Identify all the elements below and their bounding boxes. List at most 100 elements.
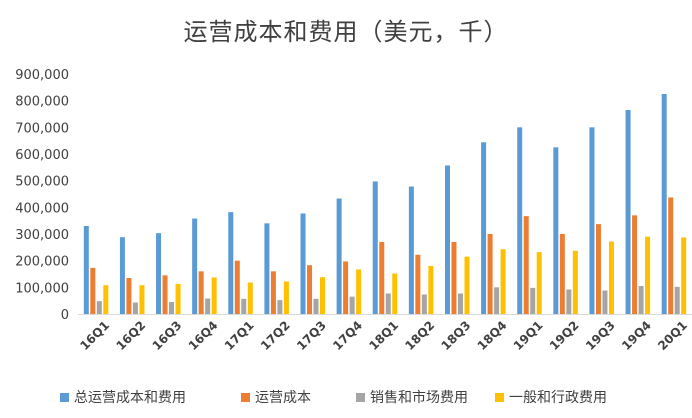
series-3 <box>103 236 687 314</box>
bar <box>566 289 572 314</box>
bar <box>211 277 217 314</box>
bar <box>530 287 536 314</box>
bar <box>481 142 487 314</box>
x-tick-label: 18Q4 <box>475 318 510 353</box>
bar <box>270 271 276 314</box>
x-tick-label: 19Q1 <box>511 318 546 353</box>
legend-label: 总运营成本和费用 <box>74 390 186 406</box>
bar <box>464 256 470 314</box>
bar <box>500 249 506 314</box>
bar <box>241 298 247 314</box>
bar <box>192 218 198 314</box>
bar <box>379 242 385 314</box>
x-tick-label: 16Q2 <box>113 318 148 353</box>
bar <box>156 233 162 314</box>
axes: 0 100,000 200,000 300,000 400,000 500,000 600,… <box>15 68 692 323</box>
bar <box>277 300 283 314</box>
bar <box>559 234 565 314</box>
bar <box>234 260 240 314</box>
y-tick-label: 400,000 <box>15 201 69 216</box>
bar <box>336 198 342 314</box>
x-tick-label: 17Q2 <box>258 318 293 353</box>
x-tick-label: 17Q1 <box>222 318 257 353</box>
series-1 <box>90 197 674 314</box>
bar <box>264 223 270 314</box>
bar <box>487 234 493 314</box>
legend-item: 销售和市场费用 <box>356 389 468 406</box>
bar <box>228 212 234 314</box>
bar <box>572 250 578 314</box>
bar <box>415 254 421 314</box>
x-tick-labels: 16Q1 16Q2 16Q3 16Q4 17Q1 17Q2 17Q3 17Q4 18Q1 18Q2… <box>77 318 690 353</box>
x-tick-label: 17Q4 <box>330 318 365 353</box>
bar <box>126 278 132 314</box>
bar <box>674 286 680 314</box>
chart-title: 运营成本和费用（美元，千） <box>183 18 509 46</box>
bar <box>372 181 378 314</box>
bar <box>608 241 614 314</box>
bar <box>313 298 319 314</box>
bar <box>494 287 500 314</box>
legend-label: 一般和行政费用 <box>509 390 607 406</box>
legend-swatch <box>495 393 504 402</box>
x-tick-label: 16Q4 <box>186 318 221 353</box>
bar <box>523 216 529 314</box>
series-2 <box>96 286 680 314</box>
series-0 <box>83 94 667 314</box>
y-tick-label: 300,000 <box>15 228 69 243</box>
bar <box>408 186 414 314</box>
bar <box>428 266 434 314</box>
y-tick-label: 900,000 <box>15 68 69 83</box>
x-tick-label: 16Q3 <box>150 318 185 353</box>
y-tick-label: 700,000 <box>15 121 69 136</box>
bar <box>205 298 211 314</box>
legend-swatch <box>60 393 69 402</box>
bar <box>356 269 362 314</box>
y-tick-label: 500,000 <box>15 175 69 190</box>
bar <box>444 165 450 314</box>
x-tick-label: 18Q3 <box>439 318 474 353</box>
bar <box>349 296 355 314</box>
legend-label: 销售和市场费用 <box>370 389 468 406</box>
bar <box>602 290 608 314</box>
bar <box>681 237 687 314</box>
bar <box>162 275 168 314</box>
bar <box>132 302 138 314</box>
bar <box>169 302 175 314</box>
bar <box>661 94 667 314</box>
x-tick-label: 16Q1 <box>77 318 112 353</box>
bar <box>83 226 89 314</box>
bar <box>517 127 523 314</box>
y-tick-label: 100,000 <box>15 281 69 296</box>
bar <box>668 197 674 314</box>
bar <box>451 242 457 314</box>
y-tick-label: 600,000 <box>15 148 69 163</box>
y-tick-label: 0 <box>61 308 69 323</box>
x-tick-label: 18Q2 <box>402 318 437 353</box>
bar <box>103 285 109 314</box>
bar <box>536 252 542 314</box>
bar <box>638 286 644 314</box>
x-tick-label: 19Q3 <box>583 318 618 353</box>
bar <box>175 283 181 314</box>
bar <box>198 271 204 314</box>
bar <box>421 294 427 314</box>
bar <box>595 224 601 314</box>
bar <box>300 213 306 314</box>
bar <box>307 265 313 314</box>
bar <box>247 282 253 314</box>
bar <box>283 281 289 314</box>
bar <box>392 273 398 314</box>
bar <box>589 127 595 314</box>
bar <box>385 293 391 314</box>
x-tick-label: 19Q2 <box>547 318 582 353</box>
bar <box>645 236 651 314</box>
legend-item: 总运营成本和费用 <box>60 390 186 406</box>
bar <box>119 237 125 314</box>
x-tick-label: 19Q4 <box>619 318 654 353</box>
x-tick-label: 18Q1 <box>366 318 401 353</box>
legend: 总运营成本和费用 运营成本 销售和市场费用 一般和行政费用 <box>60 389 607 406</box>
bar <box>139 285 145 314</box>
bar <box>632 215 638 314</box>
